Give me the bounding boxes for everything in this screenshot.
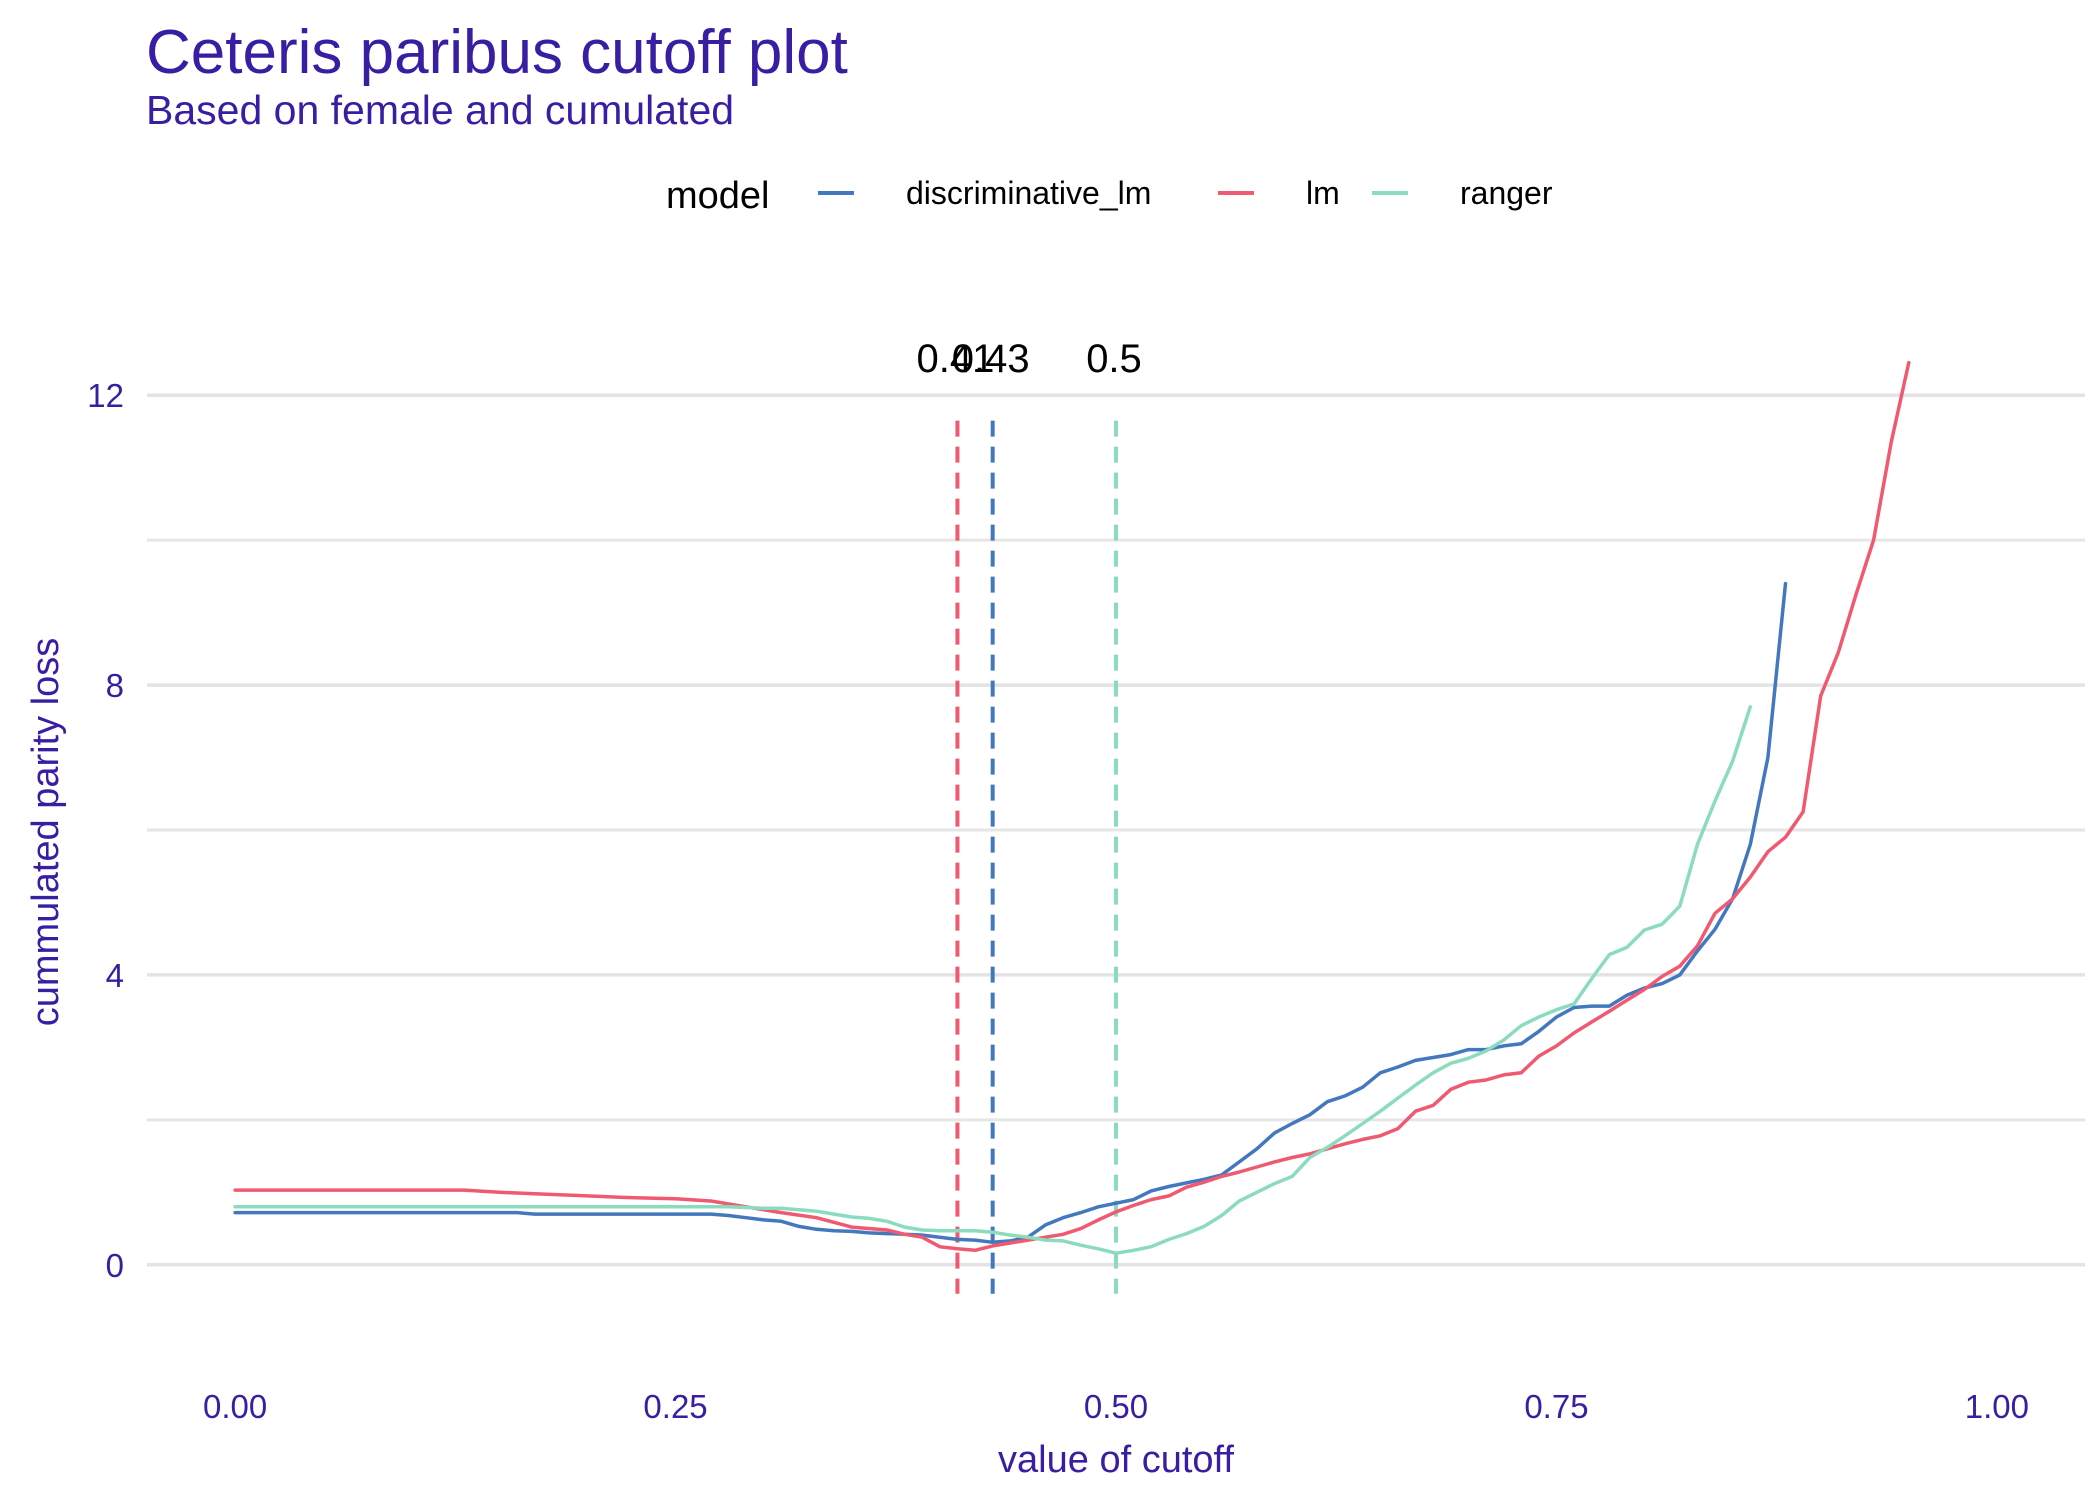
legend: model discriminative_lm lm ranger	[666, 175, 1553, 217]
x-tick-label: 1.00	[1965, 1388, 2029, 1425]
x-axis-ticks: 0.00 0.25 0.50 0.75 1.00	[203, 1388, 2029, 1425]
y-tick-label: 12	[87, 377, 124, 414]
legend-label-ranger: ranger	[1460, 175, 1553, 211]
legend-label-discriminative_lm: discriminative_lm	[906, 175, 1151, 211]
chart-title: Ceteris paribus cutoff plot	[146, 18, 848, 87]
series-line-ranger	[233, 705, 1753, 1255]
legend-title: model	[666, 175, 770, 217]
y-axis-ticks: 0 4 8 12	[87, 377, 124, 1284]
y-tick-label: 0	[106, 1247, 124, 1284]
chart-subtitle: Based on female and cumulated	[146, 87, 735, 133]
y-axis-title: cummulated parity loss	[25, 638, 67, 1027]
series-lines	[233, 360, 1911, 1255]
cutoff-labels: 0.430.41 0.5	[917, 337, 1142, 381]
cutoff-label-ranger: 0.5	[1086, 337, 1142, 381]
x-axis-title: value of cutoff	[998, 1439, 1234, 1481]
cutoff-lines	[955, 420, 1118, 1294]
cutoff-label-lm: 0.41	[917, 337, 995, 381]
series-line-discriminative_lm	[233, 581, 1788, 1245]
series-line-lm	[233, 360, 1911, 1253]
legend-label-lm: lm	[1306, 175, 1340, 211]
x-tick-label: 0.25	[643, 1388, 707, 1425]
y-tick-label: 4	[106, 957, 124, 994]
x-tick-label: 0.00	[203, 1388, 267, 1425]
x-tick-label: 0.50	[1084, 1388, 1148, 1425]
x-tick-label: 0.75	[1524, 1388, 1588, 1425]
cutoff-label-discriminative_lm: 0.43	[952, 337, 1030, 381]
y-tick-label: 8	[106, 667, 124, 704]
